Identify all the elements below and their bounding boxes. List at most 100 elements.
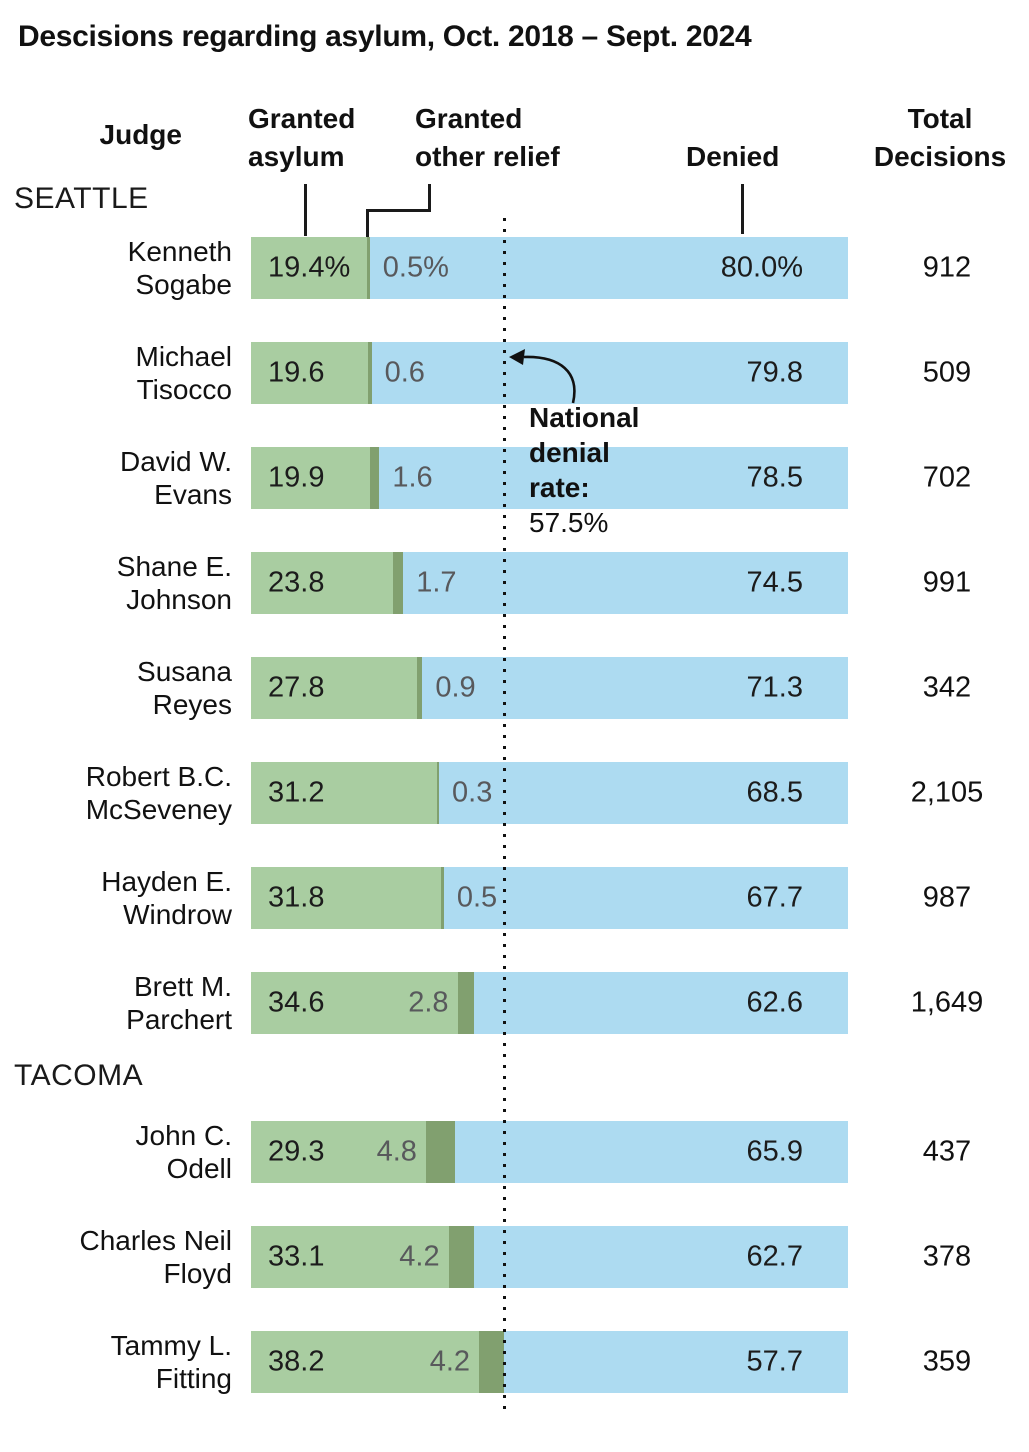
decision-bar (251, 342, 848, 404)
granted-other-relief-segment (440, 867, 444, 929)
granted-asylum-segment (251, 762, 438, 824)
total-decisions-value: 359 (922, 1345, 972, 1378)
granted-other-relief-value: 4.2 (429, 1345, 471, 1378)
judge-name: Kenneth Sogabe (127, 236, 232, 300)
granted-other-relief-value: 2.8 (408, 986, 449, 1019)
total-line1: Total (907, 103, 973, 134)
judge-name: David W. Evans (119, 446, 232, 510)
section-label-tacoma: TACOMA (14, 1059, 144, 1092)
denied-value: 74.5 (746, 566, 803, 599)
granted-asylum-segment (251, 237, 367, 299)
granted-other-relief-value: 0.3 (452, 776, 493, 809)
decision-bar (251, 1121, 848, 1183)
decision-bar (251, 1226, 848, 1288)
section-label-seattle: SEATTLE (14, 182, 149, 215)
annotation-line-3: rate: (529, 472, 590, 503)
granted-other-relief-segment (437, 762, 440, 824)
decision-bar (251, 1331, 848, 1393)
annotation-line-2: denial (529, 437, 610, 468)
granted-asylum-segment (251, 1331, 480, 1393)
denied-segment (474, 972, 848, 1034)
total-decisions-value: 1,649 (910, 986, 984, 1019)
granted-asylum-value: 27.8 (268, 671, 325, 704)
granted-asylum-segment (251, 447, 370, 509)
judge-name: Charles Neil Floyd (79, 1225, 233, 1289)
judge-name: John C. Odell (135, 1120, 233, 1184)
denied-value: 62.7 (746, 1240, 803, 1273)
granted-asylum-value: 19.4% (268, 251, 351, 284)
decision-bar (251, 447, 848, 509)
judge-name: Hayden E. Windrow (101, 866, 232, 930)
national-denial-rate-annotation: National denial rate: 57.5% (529, 400, 639, 540)
granted-asylum-value: 19.6 (268, 356, 325, 389)
granted-other-relief-value: 0.6 (384, 356, 425, 389)
judge-name: Susana Reyes (137, 656, 232, 720)
granted-other-relief-segment (368, 342, 372, 404)
granted-asylum-segment (251, 342, 368, 404)
denied-value: 78.5 (746, 461, 803, 494)
decision-bar (251, 237, 848, 299)
column-header-denied: Denied (686, 141, 780, 172)
judge-name: Brett M. Parchert (126, 971, 232, 1035)
granted-asylum-value: 19.9 (268, 461, 325, 494)
decision-bar (251, 657, 848, 719)
granted-asylum-line1: Granted (248, 103, 356, 134)
denied-value: 62.6 (746, 986, 803, 1019)
granted-asylum-segment (251, 972, 458, 1034)
granted-other-line1: Granted (415, 103, 523, 134)
total-decisions-value: 2,105 (910, 776, 984, 809)
leader-line-granted-asylum (304, 184, 307, 236)
leader-line-granted-other-vertical-left (366, 209, 369, 237)
column-header-granted-asylum: Granted asylum (248, 100, 355, 176)
denied-value: 65.9 (746, 1135, 803, 1168)
denied-segment (369, 237, 848, 299)
total-decisions-value: 991 (922, 566, 972, 599)
denied-segment (379, 447, 848, 509)
total-decisions-value: 509 (922, 356, 972, 389)
denied-segment (443, 867, 848, 929)
denied-segment (422, 657, 848, 719)
decision-bar (251, 972, 848, 1034)
total-decisions-value: 378 (922, 1240, 972, 1273)
column-header-granted-other-relief: Granted other relief (415, 100, 560, 176)
granted-asylum-segment (251, 657, 417, 719)
denied-segment (371, 342, 848, 404)
granted-asylum-value: 23.8 (268, 566, 325, 599)
leader-line-granted-other-horizontal (366, 209, 431, 212)
column-header-judge: Judge (99, 119, 182, 150)
leader-line-granted-other-vertical-right (428, 184, 431, 212)
granted-other-relief-segment (366, 237, 370, 299)
total-decisions-value: 912 (922, 251, 972, 284)
granted-other-relief-segment (393, 552, 404, 614)
total-decisions-value: 437 (922, 1135, 972, 1168)
granted-asylum-segment (251, 1226, 449, 1288)
granted-other-relief-value: 0.5 (456, 881, 498, 914)
granted-asylum-segment (251, 867, 441, 929)
judge-name: Robert B.C. McSeveney (85, 761, 232, 825)
annotation-line-1: National (529, 402, 640, 433)
granted-other-relief-segment (369, 447, 380, 509)
denied-value: 67.7 (746, 881, 803, 914)
judge-name: Shane E. Johnson (116, 551, 232, 615)
granted-asylum-value: 31.8 (268, 881, 325, 914)
denied-segment (473, 1226, 848, 1288)
granted-other-relief-value: 4.2 (399, 1240, 440, 1273)
granted-other-relief-value: 1.6 (392, 461, 433, 494)
granted-asylum-value: 38.2 (268, 1345, 325, 1378)
denied-segment (504, 1331, 848, 1393)
denied-segment (403, 552, 848, 614)
total-decisions-value: 702 (922, 461, 972, 494)
annotation-arrow (509, 349, 576, 404)
leader-line-denied (741, 184, 744, 234)
denied-value: 68.5 (746, 776, 803, 809)
decision-bar (251, 762, 848, 824)
granted-other-relief-segment (425, 1121, 455, 1183)
total-decisions-value: 342 (922, 671, 972, 704)
total-decisions-value: 987 (922, 881, 972, 914)
annotation-rate-value: 57.5% (529, 507, 609, 538)
granted-asylum-line2: asylum (248, 141, 345, 172)
granted-other-relief-segment (448, 1226, 474, 1288)
granted-asylum-segment (251, 1121, 426, 1183)
granted-asylum-value: 33.1 (268, 1240, 325, 1273)
